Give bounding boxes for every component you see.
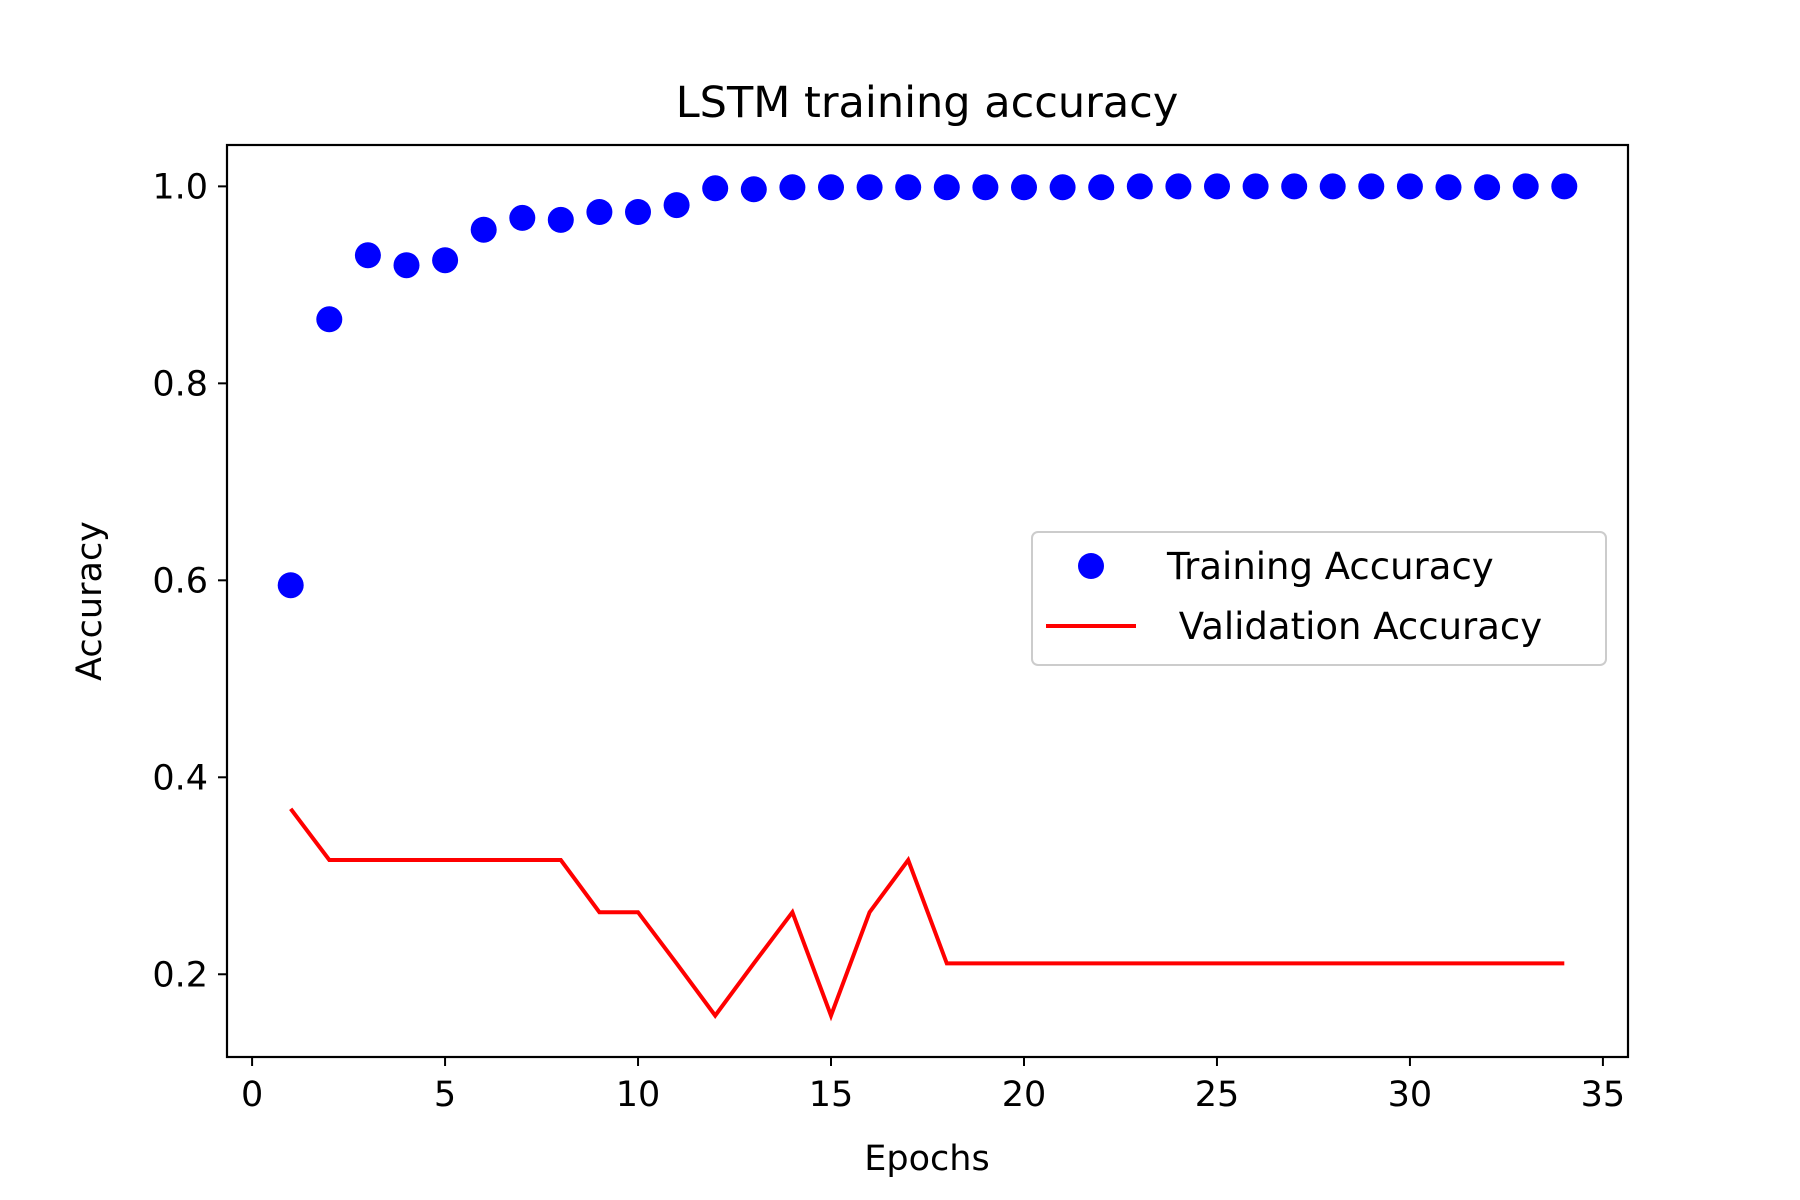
plot-frame <box>225 143 1630 1059</box>
training-accuracy-point <box>702 175 729 202</box>
x-tick-label: 25 <box>1195 1075 1240 1115</box>
training-accuracy-point <box>972 174 999 201</box>
training-accuracy-point <box>1281 173 1308 200</box>
x-tick-label: 15 <box>809 1075 854 1115</box>
y-tick-label: 0.4 <box>152 758 208 798</box>
training-accuracy-point <box>354 242 381 269</box>
training-accuracy-point <box>393 252 420 279</box>
training-accuracy-point <box>818 174 844 201</box>
training-accuracy-point <box>432 247 459 274</box>
training-accuracy-point <box>663 192 690 219</box>
x-tick-label: 30 <box>1388 1075 1433 1115</box>
chart-title: LSTM training accuracy <box>676 78 1179 128</box>
y-axis-label: Accuracy <box>70 521 110 681</box>
plot-area <box>277 173 1578 1022</box>
training-accuracy-point <box>1126 173 1153 200</box>
training-accuracy-point <box>779 174 806 201</box>
training-accuracy-point <box>1358 173 1385 200</box>
training-accuracy-point <box>1319 173 1346 200</box>
training-accuracy-point <box>1474 174 1501 201</box>
training-accuracy-point <box>547 206 574 233</box>
training-accuracy-point <box>1435 174 1462 201</box>
training-accuracy-point <box>895 174 922 201</box>
training-accuracy-point <box>1011 174 1037 201</box>
x-axis-label: Epochs <box>864 1139 989 1179</box>
training-accuracy-point <box>625 199 651 225</box>
training-accuracy-point <box>933 174 960 201</box>
legend: Training Accuracy Validation Accuracy <box>1031 531 1607 666</box>
axes: 0 5 10 15 20 25 30 35 0.2 0.4 0.6 0.8 1.0 <box>152 167 1625 1115</box>
training-accuracy-point <box>1242 173 1269 200</box>
y-tick-label: 0.6 <box>152 561 208 601</box>
training-accuracy-point <box>1165 173 1192 200</box>
training-accuracy-point <box>740 176 767 203</box>
x-tick-label: 20 <box>1002 1075 1047 1115</box>
training-accuracy-point <box>1204 173 1230 200</box>
x-tick-label: 35 <box>1581 1075 1626 1115</box>
x-tick-label: 5 <box>434 1075 456 1115</box>
y-tick-label: 1.0 <box>152 167 208 207</box>
legend-validation-label: Validation Accuracy <box>1167 605 1542 648</box>
training-accuracy-point <box>586 199 613 225</box>
y-tick-label: 0.8 <box>152 364 208 404</box>
legend-training-label: Training Accuracy <box>1166 545 1494 588</box>
training-accuracy-point <box>1088 174 1115 201</box>
legend-box <box>1031 531 1607 666</box>
training-accuracy-point <box>509 204 536 231</box>
training-accuracy-point <box>470 216 497 243</box>
validation-accuracy-line <box>289 807 1565 1022</box>
x-tick-label: 0 <box>241 1075 263 1115</box>
y-tick-label: 0.2 <box>152 955 208 995</box>
training-accuracy-point <box>316 306 343 333</box>
legend-training-marker <box>1078 553 1104 579</box>
training-accuracy-point <box>277 572 304 599</box>
training-accuracy-point <box>1512 173 1539 200</box>
x-tick-label: 10 <box>616 1075 661 1115</box>
training-accuracy-point <box>1396 173 1423 200</box>
training-accuracy-point <box>856 174 883 201</box>
training-accuracy-point <box>1551 173 1578 200</box>
training-accuracy-point <box>1049 174 1076 201</box>
